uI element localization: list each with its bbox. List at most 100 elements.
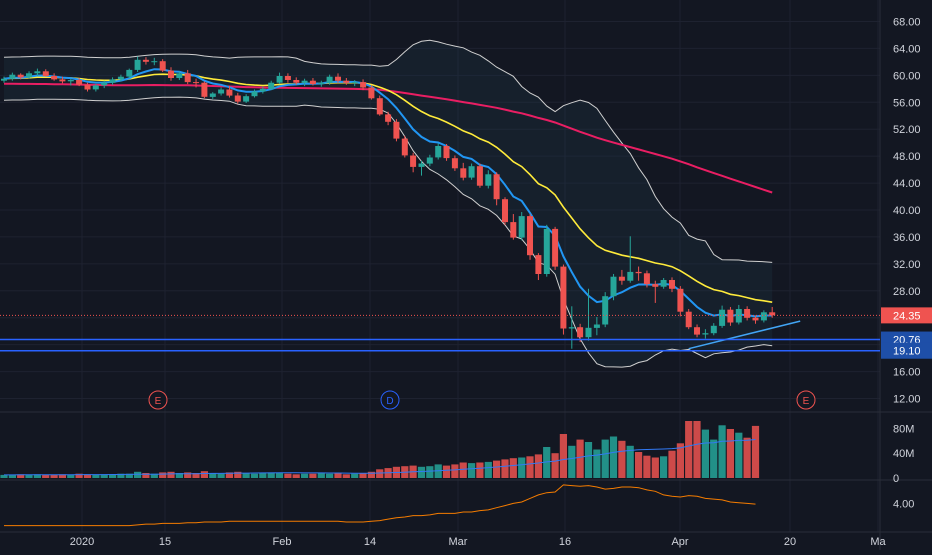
volume-bar <box>568 445 576 478</box>
volume-bar <box>292 474 300 478</box>
candle <box>326 74 333 85</box>
level-price-label-bg <box>881 342 932 359</box>
time-axis-label: Mar <box>449 536 468 548</box>
candle-body <box>560 266 567 329</box>
indicator-axis-tick: 4.00 <box>893 498 914 510</box>
candle <box>376 95 383 116</box>
candle-body <box>1 78 7 81</box>
volume-bar <box>543 447 551 478</box>
volume-bar <box>167 471 175 478</box>
candle-body <box>635 271 642 274</box>
price-axis-tick: 48.00 <box>893 151 921 163</box>
volume-bar <box>351 473 359 478</box>
candle <box>168 67 174 81</box>
candle-body <box>134 59 141 70</box>
candle-body <box>126 69 133 77</box>
candle-body <box>660 280 667 287</box>
volume-bar <box>42 474 50 478</box>
candle <box>593 317 600 336</box>
volume-bar <box>459 462 467 478</box>
candle-body <box>360 82 367 88</box>
volume-bar <box>259 473 267 478</box>
volume-bar <box>626 445 634 478</box>
candle <box>610 273 617 301</box>
candle-body <box>585 327 592 338</box>
candle-body <box>643 273 650 285</box>
volume-bar <box>693 421 701 478</box>
level-price-label: 19.10 <box>881 342 932 359</box>
candle-body <box>84 84 91 90</box>
volume-bar <box>159 472 167 478</box>
candle-body <box>209 93 216 97</box>
volume-bar <box>17 474 25 478</box>
candle <box>259 86 266 94</box>
volume-bar <box>275 473 284 478</box>
candle <box>360 79 367 91</box>
candle-body <box>26 73 32 78</box>
candle-body <box>34 71 41 74</box>
candle-body <box>343 80 350 83</box>
candle-body <box>142 59 149 62</box>
volume-bar <box>643 455 651 478</box>
candle <box>117 74 124 82</box>
volume-bar <box>234 471 242 478</box>
volume-bar <box>635 452 643 478</box>
candle <box>460 162 467 181</box>
candle <box>727 306 734 326</box>
volume-axis-tick: 80M <box>893 423 914 435</box>
candle-body <box>443 146 450 159</box>
candle-body <box>226 89 233 96</box>
candle <box>535 253 542 281</box>
volume-bar <box>342 474 350 478</box>
volume-pane: 80M 40M 0 <box>0 421 914 485</box>
candle <box>84 82 91 92</box>
time-axis-label: Ma <box>870 536 886 548</box>
time-axis-label: 14 <box>364 536 376 548</box>
candle-body <box>760 312 767 321</box>
event-marker-circle <box>148 390 168 410</box>
price-axis-tick: 68.00 <box>893 16 921 28</box>
candle-body <box>593 324 600 328</box>
candle-body <box>59 79 66 82</box>
candle <box>560 264 567 335</box>
candle-body <box>527 216 533 256</box>
candle-body <box>627 271 634 281</box>
volume-bar <box>735 432 743 478</box>
candle-body <box>719 309 726 326</box>
event-marker-label: E <box>155 396 162 407</box>
candle <box>142 57 149 65</box>
volume-bar <box>175 473 183 478</box>
volume-bar <box>609 436 618 478</box>
candle <box>159 59 166 72</box>
candle <box>485 170 492 189</box>
candle-body <box>577 327 584 338</box>
volume-bar <box>493 460 501 478</box>
volume-bar <box>476 462 484 478</box>
volume-bar <box>559 434 567 478</box>
volume-bar <box>58 474 66 478</box>
candle-body <box>485 174 492 186</box>
candle <box>76 78 83 87</box>
volume-bar <box>200 471 208 478</box>
candle-body <box>326 76 333 83</box>
volume-bar <box>551 453 559 478</box>
candle <box>760 310 767 323</box>
candle-body <box>410 155 417 167</box>
volume-bar <box>92 474 100 478</box>
candle <box>268 80 275 91</box>
candle-body <box>117 76 124 80</box>
volume-bar <box>501 459 509 478</box>
candlesticks[interactable] <box>1 56 801 350</box>
candle <box>502 197 508 225</box>
candle-body <box>67 80 74 82</box>
candle-body <box>176 73 183 78</box>
volume-bar <box>184 472 192 478</box>
candle-body <box>710 325 717 334</box>
candle <box>643 270 650 288</box>
price-axis-tick: 56.00 <box>893 97 921 109</box>
price-axis-tick: 52.00 <box>893 124 921 136</box>
candle-body <box>268 82 275 89</box>
candle <box>710 323 717 336</box>
